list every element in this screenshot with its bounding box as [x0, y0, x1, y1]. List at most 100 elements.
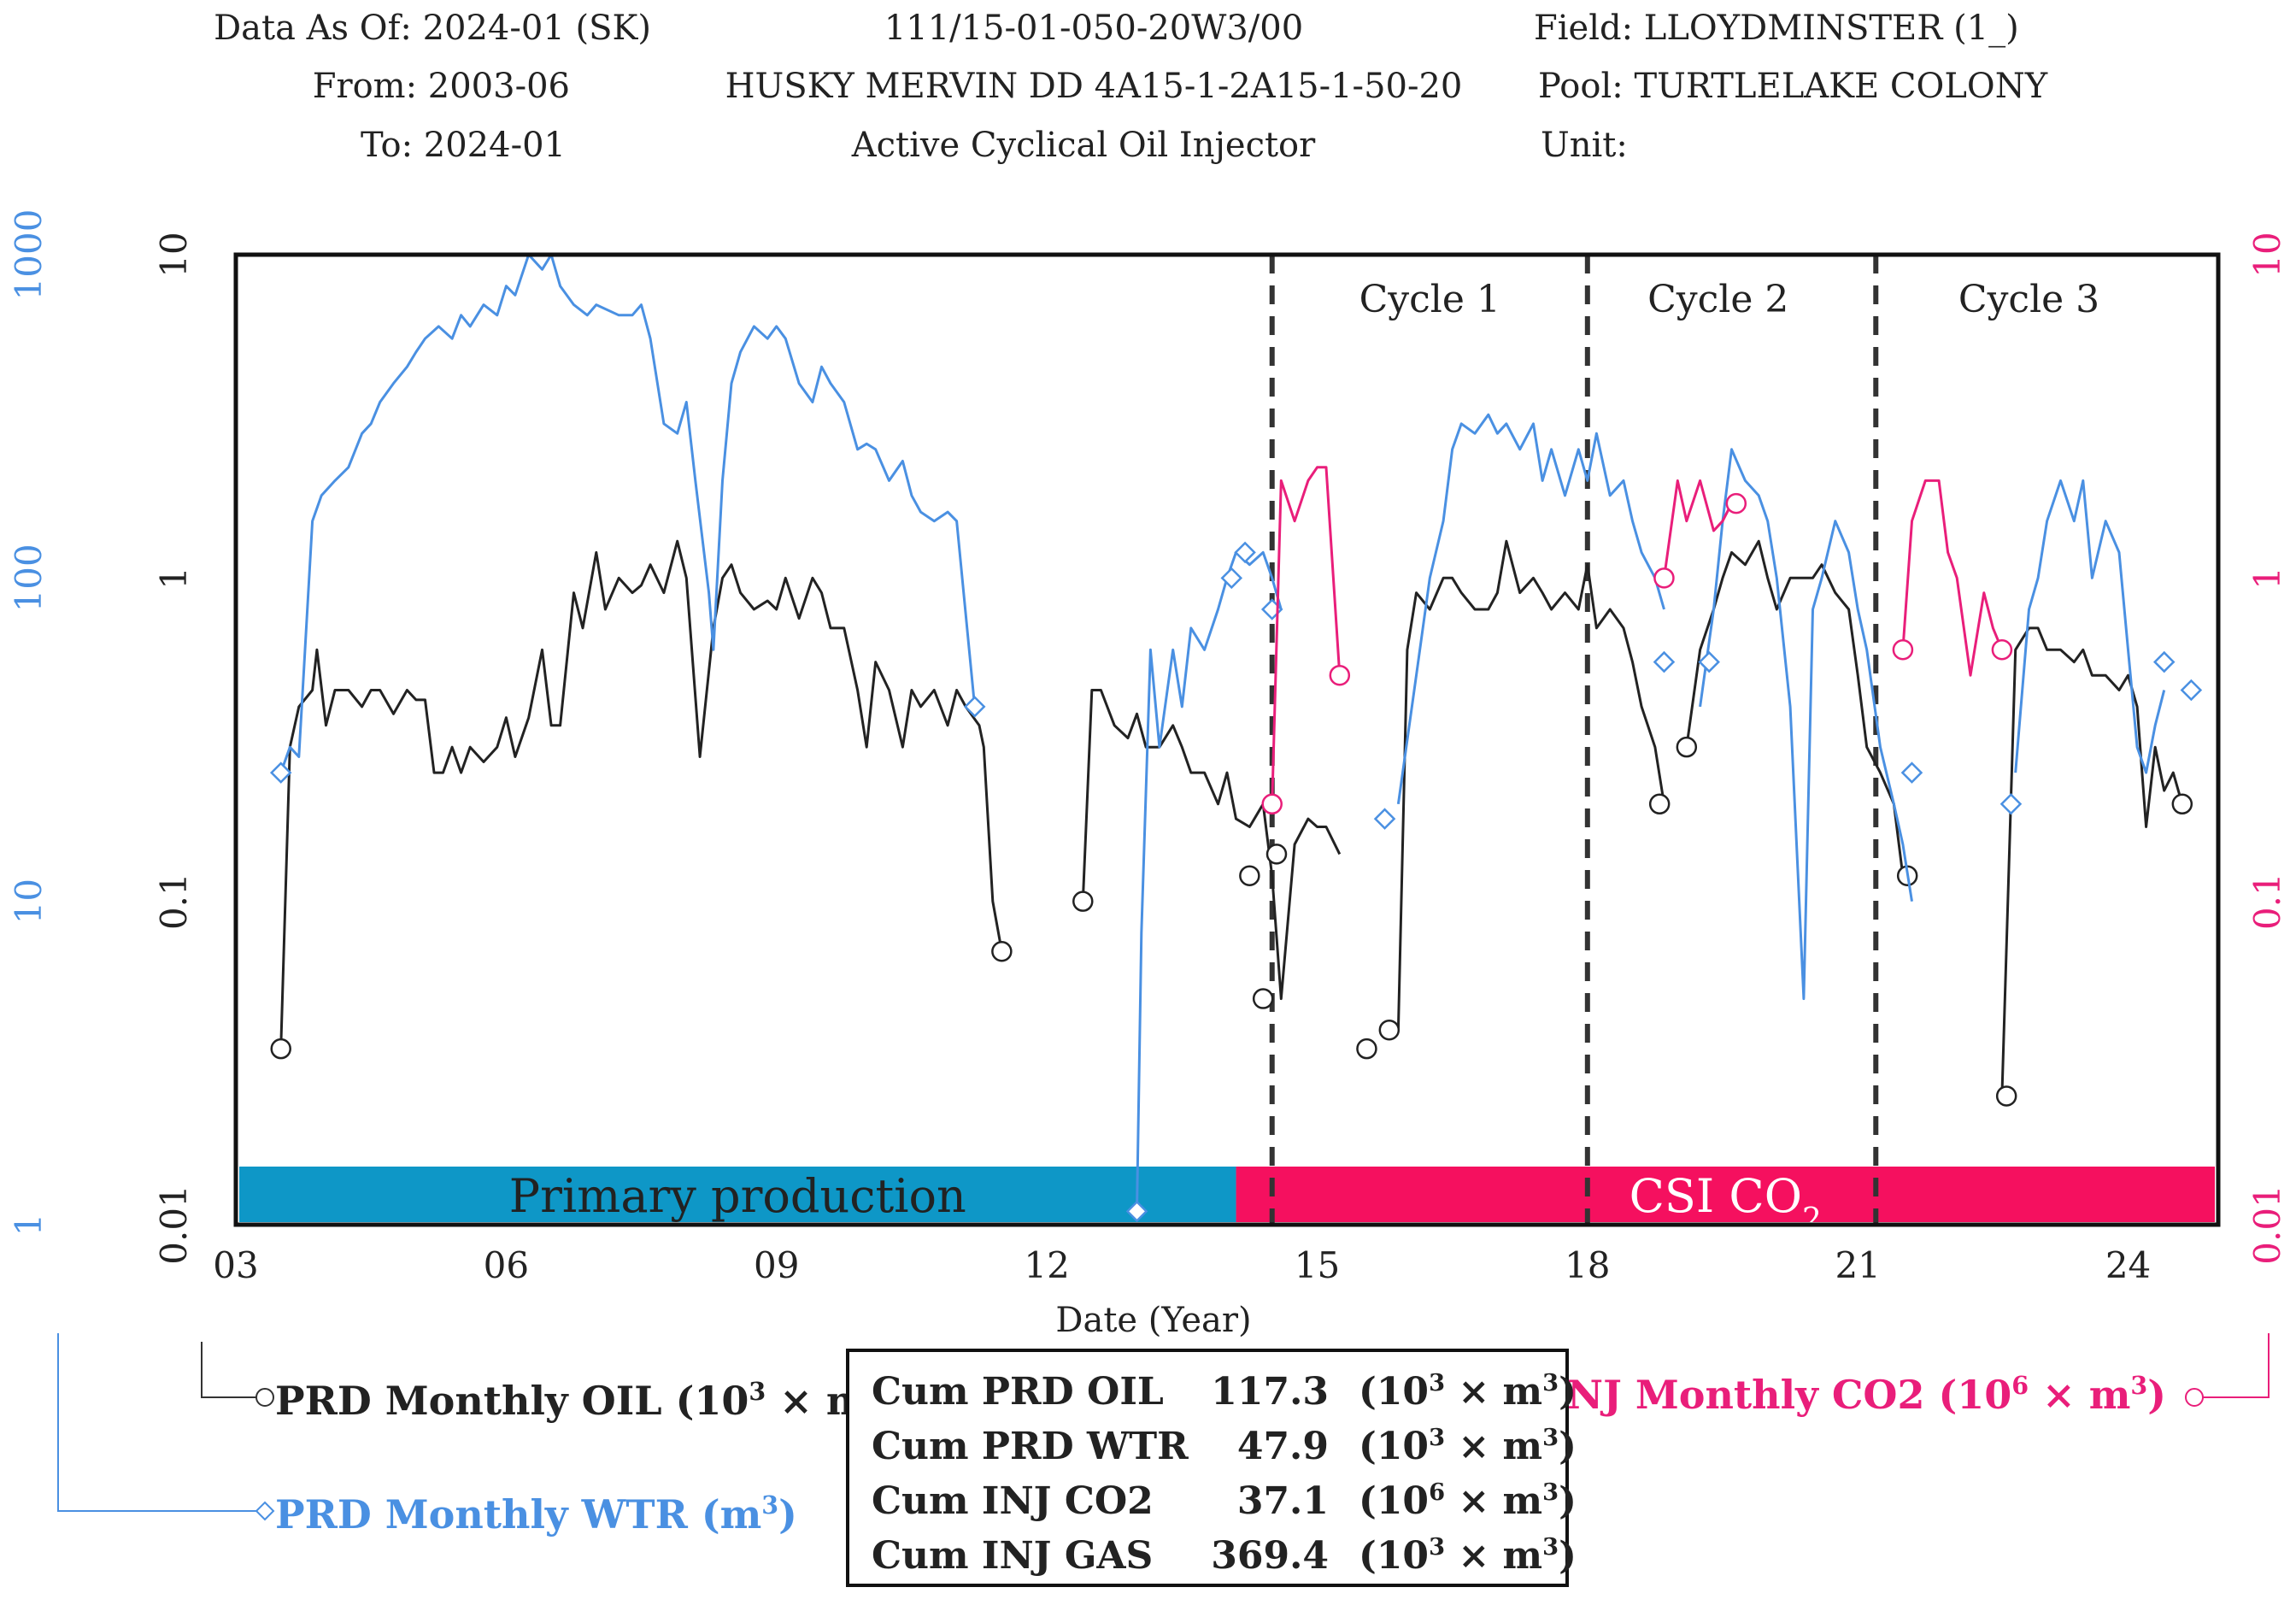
data-point-circle [2171, 793, 2193, 815]
series-prd-monthly-wtr [269, 253, 2203, 1223]
data-point-diamond [2180, 679, 2203, 702]
series-line-segment [1699, 448, 1913, 1001]
data-point-diamond [1900, 761, 1923, 784]
data-point-diamond [1220, 567, 1243, 590]
summary-table-frame [846, 1349, 1569, 1587]
summary-row-unit-part: ) [1559, 1370, 1577, 1414]
summary-row-unit-part: ) [1559, 1425, 1577, 1468]
x-tick-label: 24 [2105, 1244, 2151, 1286]
data-point-circle [1991, 639, 2013, 661]
summary-row-label: Cum PRD WTR [872, 1425, 1189, 1468]
data-point-circle [1676, 736, 1698, 758]
series-line-segment [1685, 539, 1905, 876]
series-line-segment [2014, 479, 2166, 774]
summary-row-unit-part: × m [1445, 1370, 1542, 1414]
x-tick-label: 21 [1835, 1244, 1880, 1286]
summary-row-unit: (106 × m3) [1359, 1479, 1577, 1523]
header-unit: Unit: [1541, 126, 1628, 165]
data-point-circle [1261, 793, 1283, 815]
x-tick-label: 18 [1565, 1244, 1610, 1286]
wtr-legend-connector [57, 1333, 256, 1512]
x-axis-label: Date (Year) [1055, 1301, 1251, 1340]
summary-row-unit-part: × m [1445, 1425, 1542, 1468]
wtr-legend-label-part: 3 [761, 1490, 778, 1520]
cycle-dividers: Cycle 1 Cycle 2 Cycle 3 [1269, 255, 2099, 1225]
cycle-label-2: Cycle 2 [1647, 278, 1788, 321]
wtr-legend-label-part: PRD Monthly WTR (m [275, 1491, 761, 1537]
data-point-circle [1329, 664, 1351, 686]
header-well-id: 111/15-01-050-20W3/00 [884, 9, 1304, 48]
data-point-diamond [963, 696, 986, 718]
header-status: Active Cyclical Oil Injector [851, 126, 1316, 165]
phase-label-1: CSI CO2 [1630, 1169, 1822, 1238]
axes: 03 06 09 12 15 18 21 2411010010000.010.11100.01… [8, 209, 2288, 1286]
x-tick-label: 09 [754, 1244, 799, 1286]
data-series [269, 253, 2203, 1223]
phase-label-subscript: 2 [1802, 1202, 1822, 1238]
summary-row-unit-part: (10 [1359, 1534, 1429, 1578]
co2-legend-label-part: × m [2029, 1372, 2130, 1418]
oil-legend-label-part: PRD Monthly OIL (10 [275, 1378, 749, 1424]
header-from: From: 2003-06 [312, 67, 570, 106]
series-line-segment [2000, 626, 2184, 1096]
data-point-diamond [1373, 808, 1396, 830]
summary-row-label: Cum PRD OIL [872, 1370, 1164, 1414]
summary-row-unit-part: 3 [1429, 1533, 1445, 1561]
series-line-segment [1396, 413, 1665, 805]
phase-bar-1 [1236, 1167, 2215, 1222]
data-point-circle [1995, 1085, 2017, 1107]
cycle-label-1: Cycle 1 [1359, 278, 1500, 321]
data-point-circle [1265, 844, 1288, 865]
co2-legend-label-part: 3 [2130, 1371, 2147, 1400]
summary-row-unit-part: 3 [1542, 1533, 1559, 1561]
summary-table: Cum PRD OIL 117.3 (103 × m3)Cum PRD WTR 47.… [846, 1349, 1577, 1587]
series-line-segment [1396, 539, 1665, 1031]
wtr-legend-label: PRD Monthly WTR (m3) [275, 1490, 797, 1537]
wtr-legend-label-part: ) [778, 1491, 797, 1537]
co2-axis-tick-label: 0.01 [2246, 1185, 2288, 1265]
summary-row-unit-part: (10 [1359, 1425, 1429, 1468]
data-point-circle [1356, 1038, 1377, 1060]
summary-row-value: 117.3 [1211, 1370, 1329, 1414]
cycle-label-3: Cycle 3 [1958, 278, 2099, 321]
series-prd-monthly-oil [270, 539, 2193, 1107]
summary-row-unit-part: ) [1559, 1534, 1577, 1578]
series-line-segment [279, 539, 1003, 1049]
data-point-diamond [2152, 650, 2176, 673]
data-point-circle [1648, 793, 1671, 815]
co2-legend-label-part: INJ Monthly CO2 (10 [1549, 1372, 2012, 1418]
series-line-segment [1081, 689, 1342, 1001]
summary-row-label: Cum INJ CO2 [872, 1479, 1154, 1523]
summary-row-value: 37.1 [1237, 1479, 1329, 1523]
series-line-segment [279, 253, 977, 773]
oil-axis-tick-label: 10 [153, 232, 195, 277]
summary-row-unit-part: 3 [1542, 1369, 1559, 1396]
header-well-name: HUSKY MERVIN DD 4A15-1-2A15-1-50-20 [725, 67, 1463, 106]
plot-frame [233, 252, 2221, 1227]
co2-legend-connector [2203, 1333, 2270, 1398]
co2-axis-tick-label: 1 [2246, 567, 2288, 590]
data-point-diamond [1234, 541, 1256, 564]
oil-legend-connector [201, 1342, 256, 1398]
summary-row-unit-part: × m [1445, 1479, 1542, 1523]
oil-legend-marker [255, 1388, 274, 1407]
header-to: To: 2024-01 [360, 126, 566, 165]
summary-row-unit: (103 × m3) [1359, 1533, 1577, 1578]
data-point-circle [1072, 891, 1094, 912]
data-point-diamond [1653, 650, 1676, 673]
summary-row-unit-part: ) [1559, 1479, 1577, 1523]
data-point-circle [1892, 639, 1914, 661]
wtr-legend-marker [255, 1501, 275, 1521]
wtr-axis-tick-label: 1000 [8, 209, 50, 301]
co2-axis-tick-label: 10 [2246, 232, 2288, 277]
wtr-axis-tick-label: 1 [8, 1214, 50, 1237]
header-pool: Pool: TURTLELAKE COLONY [1538, 67, 2048, 106]
summary-row-unit: (103 × m3) [1359, 1424, 1577, 1468]
series-line-segment [1271, 466, 1342, 804]
series-line-segment [1901, 479, 2004, 677]
series-line-segment [1663, 479, 1733, 579]
summary-row-unit: (103 × m3) [1359, 1369, 1577, 1414]
oil-legend-label-part: 3 [749, 1377, 766, 1406]
oil-axis-tick-label: 0.1 [153, 873, 195, 930]
